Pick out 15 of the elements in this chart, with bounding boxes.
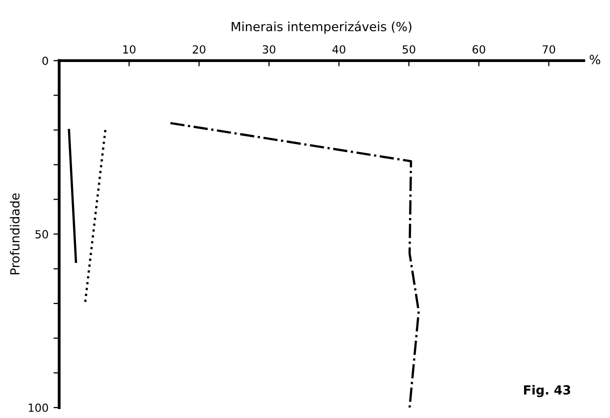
x-tick-label: 20 [192, 45, 206, 54]
x-tick-label: 60 [472, 45, 486, 54]
x-tick-label: 10 [123, 45, 136, 54]
annotation: Fig. 43 [524, 384, 570, 398]
y-tick-label: 0 [42, 56, 48, 65]
y-axis-title: Profundidade [10, 193, 20, 274]
line-series [169, 122, 420, 408]
text: % [590, 54, 600, 64]
x-tick-label: 50 [402, 45, 416, 54]
x-tick-label: 30 [262, 45, 276, 54]
y-tick-label: 50 [35, 230, 48, 238]
x-axis-title: Minerais intemperizáveis (%) [232, 21, 412, 34]
x-tick-label: 40 [332, 45, 346, 54]
y-tick-label: 100 [28, 404, 48, 412]
x-tick-label: 70 [542, 45, 556, 54]
